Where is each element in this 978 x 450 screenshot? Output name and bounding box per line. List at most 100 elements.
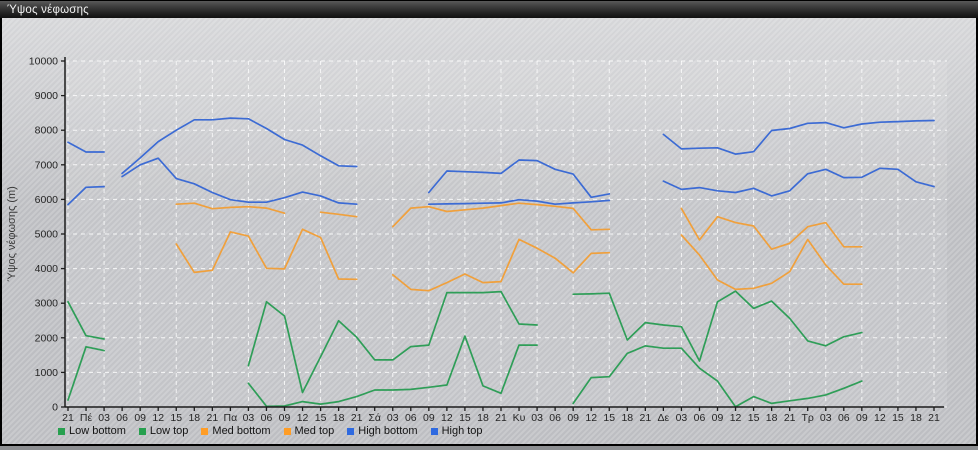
y-tick-label: 1000 (35, 367, 59, 379)
series-line-high-bottom (427, 198, 611, 206)
x-tick-label: Πα (224, 412, 238, 424)
series-line-high-top (121, 117, 358, 175)
series-line-high-bottom (67, 185, 105, 206)
x-tick-label: Πέ (80, 412, 93, 424)
series-line-low-bottom (572, 345, 863, 408)
x-tick-label: 21 (351, 412, 363, 424)
x-tick-label: 12 (874, 412, 886, 424)
y-tick-label: 2000 (35, 332, 59, 344)
y-tick-label: 7000 (35, 159, 59, 171)
series-line-low-top (247, 290, 538, 394)
x-tick-label: 03 (676, 412, 688, 424)
series-line-low-top (572, 290, 863, 362)
legend-label: Med top (294, 425, 335, 437)
cloud-height-chart: 21 Πέ 03 06 09 12 15 18 21 Πα 03 06 09 12 15 18 21 Σά 03 06… (6, 56, 947, 424)
title-bar: Ύψος νέφωσης (0, 0, 978, 18)
x-tick-label: 18 (621, 412, 633, 424)
legend: Low bottom Low top Med bottom Med top High b… (58, 425, 483, 437)
x-tick-label: 15 (603, 412, 615, 424)
y-tick-label: 3000 (35, 298, 59, 310)
x-tick-label: 21 (62, 412, 74, 424)
x-tick-label: 18 (910, 412, 922, 424)
chart-content: 21 Πέ 03 06 09 12 15 18 21 Πα 03 06 09 12 15 18 21 Σά 03 06… (2, 18, 976, 444)
legend-swatch (138, 427, 146, 435)
x-tick-label: 12 (152, 412, 164, 424)
x-tick-label: 06 (694, 412, 706, 424)
x-tick-label: 09 (712, 412, 724, 424)
series-line-low-bottom (247, 335, 538, 408)
x-tick-label: 12 (585, 412, 597, 424)
x-tick-label: 18 (477, 412, 489, 424)
x-tick-label: 12 (441, 412, 453, 424)
y-tick-label: 9000 (35, 90, 59, 102)
legend-swatch (430, 427, 438, 435)
y-axis-labels: 0 1000 2000 3000 4000 5000 6000 7000 8000 9000 100… (29, 56, 58, 414)
series-line-med-top (175, 202, 286, 215)
x-tick-label: 03 (98, 412, 110, 424)
x-tick-label: 18 (188, 412, 200, 424)
legend-label: Low bottom (69, 425, 126, 437)
series-line-high-bottom (121, 157, 358, 206)
legend-item-high-bottom: High bottom (347, 425, 418, 437)
x-tick-label: 21 (206, 412, 218, 424)
x-tick-label: Κυ (513, 412, 526, 424)
x-tick-label: 03 (531, 412, 543, 424)
x-axis-labels: 21 Πέ 03 06 09 12 15 18 21 Πα 03 06 09 12 15 18 21 Σά 03 06… (62, 412, 940, 424)
legend-item-low-top: Low top (138, 425, 189, 437)
y-tick-label: 6000 (35, 194, 59, 206)
series-line-med-top (680, 207, 863, 251)
x-tick-label: Τρ (802, 412, 814, 424)
series-line-low-bottom (67, 345, 105, 401)
y-tick-label: 5000 (35, 229, 59, 241)
legend-swatch (347, 427, 355, 435)
legend-item-low-bottom: Low bottom (58, 425, 126, 437)
x-tick-label: 18 (766, 412, 778, 424)
series-line-high-top (67, 141, 105, 153)
legend-swatch (283, 427, 291, 435)
legend-label: High bottom (358, 425, 418, 437)
y-axis-title: Ύψος νέφωσης (m) (6, 186, 18, 282)
y-tick-label: 8000 (35, 125, 59, 137)
legend-swatch (201, 427, 209, 435)
x-tick-label: 03 (387, 412, 399, 424)
x-tick-label: Δε (658, 412, 670, 424)
x-tick-label: 21 (639, 412, 651, 424)
x-tick-label: 21 (784, 412, 796, 424)
x-tick-label: 15 (459, 412, 471, 424)
series-line-high-bottom (662, 167, 935, 197)
x-tick-label: 12 (297, 412, 309, 424)
y-tick-label: 4000 (35, 263, 59, 275)
y-tick-label: 0 (52, 402, 58, 414)
x-tick-label: 03 (820, 412, 832, 424)
x-tick-label: 06 (838, 412, 850, 424)
series-line-med-top (391, 202, 611, 231)
x-tick-label: 21 (495, 412, 507, 424)
x-tick-label: 09 (279, 412, 291, 424)
x-tick-label: 15 (315, 412, 327, 424)
legend-item-med-top: Med top (283, 425, 335, 437)
legend-swatch (58, 427, 65, 435)
window-bottom-edge (0, 446, 978, 450)
series-line-med-bottom (391, 238, 611, 292)
series-line-high-top (427, 159, 611, 199)
series-line-low-top (67, 300, 105, 340)
legend-label: High top (441, 425, 483, 437)
x-tick-label: 12 (730, 412, 742, 424)
legend-item-high-top: High top (430, 425, 483, 437)
series-line-med-bottom (175, 228, 358, 281)
x-tick-label: 09 (423, 412, 435, 424)
x-tick-label: 09 (134, 412, 146, 424)
series-line-high-top (662, 119, 935, 155)
x-tick-label: 09 (856, 412, 868, 424)
legend-label: Med bottom (212, 425, 271, 437)
x-tick-label: 06 (549, 412, 561, 424)
window-title: Ύψος νέφωσης (7, 3, 89, 16)
series-lines (67, 117, 935, 408)
x-tick-label: 18 (333, 412, 345, 424)
legend-label: Low top (149, 425, 189, 437)
x-tick-label: Σά (368, 412, 381, 424)
x-tick-label: 21 (928, 412, 940, 424)
x-tick-label: 15 (892, 412, 904, 424)
x-tick-label: 09 (567, 412, 579, 424)
